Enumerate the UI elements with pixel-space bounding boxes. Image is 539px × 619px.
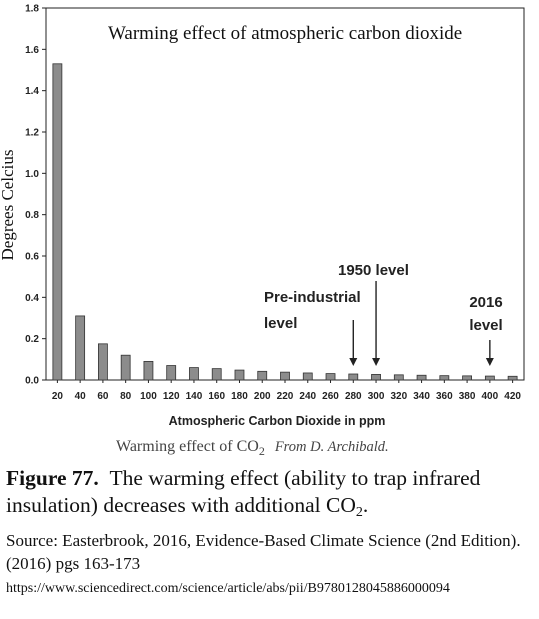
- x-tick-label: 300: [368, 391, 385, 402]
- x-tick-label: 380: [459, 391, 476, 402]
- bar: [325, 373, 336, 381]
- figure-text-end: .: [362, 493, 369, 517]
- x-tick-label: 160: [208, 391, 225, 402]
- annotation-2016-line2: level: [469, 317, 502, 334]
- y-tick-label: 0.8: [25, 210, 39, 221]
- subcaption-source: From D. Archibald.: [274, 439, 389, 455]
- bar: [416, 374, 427, 381]
- x-tick-label: 140: [186, 391, 203, 402]
- figure-text: The warming effect (ability to trap infr…: [6, 466, 481, 517]
- bar: [75, 315, 86, 381]
- annotation-1950: 1950 level: [338, 262, 409, 279]
- y-tick-labels: 0.0 0.2 0.4 0.6 0.8 1.0 1.2 1.4 1.6 1.8: [25, 4, 39, 387]
- bar: [143, 360, 154, 381]
- x-tick-label: 320: [390, 391, 407, 402]
- x-tick-label: 60: [97, 391, 109, 402]
- chart-title: Warming effect of atmospheric carbon dio…: [108, 23, 462, 44]
- y-tick-label: 1.8: [25, 4, 39, 15]
- y-tick-label: 0.6: [25, 252, 39, 263]
- bar: [507, 375, 518, 381]
- bar: [439, 375, 450, 381]
- bar: [393, 374, 404, 381]
- x-tick-label: 80: [120, 391, 132, 402]
- bar: [462, 375, 472, 381]
- x-tick-label: 240: [299, 391, 316, 402]
- x-tick-labels: 20 40 60 80 100 120 140 160 180 200 220 240 260 280 30…: [52, 391, 522, 402]
- x-tick-label: 40: [75, 391, 87, 402]
- source-citation: Source: Easterbrook, 2016, Evidence-Base…: [6, 531, 521, 573]
- bar: [211, 368, 222, 381]
- annotation-preindustrial-line2: level: [264, 315, 297, 332]
- subcaption-subscript: 2: [259, 444, 265, 458]
- figure-caption-text: Figure 77. The warming effect (ability t…: [6, 465, 536, 526]
- x-tick-label: 400: [482, 391, 499, 402]
- figure-caption: Figure 77. The warming effect (ability t…: [6, 465, 536, 599]
- x-tick-label: 200: [254, 391, 271, 402]
- bar: [371, 374, 381, 381]
- figure-subscript: 2: [355, 505, 363, 520]
- bar: [52, 63, 63, 381]
- y-axis-label: Degrees Celcius: [0, 150, 17, 261]
- source-url: https://www.sciencedirect.com/science/ar…: [6, 581, 450, 596]
- y-tick-label: 0.0: [25, 376, 39, 387]
- bar: [484, 375, 495, 381]
- x-tick-label: 180: [231, 391, 248, 402]
- x-tick-label: 220: [277, 391, 294, 402]
- figure-label: Figure 77.: [6, 466, 99, 490]
- annotation-1950-arrow-head: [372, 358, 381, 366]
- y-tick-label: 0.4: [25, 293, 39, 304]
- bar: [302, 372, 313, 381]
- x-tick-label: 100: [140, 391, 157, 402]
- x-tick-label: 20: [52, 391, 64, 402]
- annotation-preindustrial-line1: Pre-industrial: [264, 289, 361, 306]
- bar: [257, 370, 268, 381]
- x-tick-label: 120: [163, 391, 180, 402]
- x-tick-label: 280: [345, 391, 362, 402]
- subcaption-text: Warming effect of CO: [116, 438, 259, 455]
- annotation-preindustrial-arrow-head: [349, 358, 358, 366]
- chart-annotations: Pre-industrial level 1950 level 2016 level: [264, 262, 503, 366]
- bar: [348, 373, 359, 381]
- y-tick-label: 1.4: [25, 86, 39, 97]
- x-axis-label: Atmospheric Carbon Dioxide in ppm: [169, 414, 386, 428]
- bar: [166, 365, 177, 381]
- y-tick-label: 1.0: [25, 169, 39, 180]
- annotation-2016-line1: 2016: [469, 294, 502, 311]
- x-tick-label: 340: [413, 391, 430, 402]
- bar: [234, 369, 245, 381]
- chart-bars: [52, 63, 518, 381]
- bar: [280, 371, 290, 381]
- y-tick-label: 1.6: [25, 45, 39, 56]
- chart: 20 40 60 80 100 120 140 160 180 200 220 240 260 280 30…: [0, 4, 525, 458]
- bar: [189, 367, 199, 381]
- x-tick-label: 360: [436, 391, 453, 402]
- bar: [120, 354, 131, 381]
- x-tick-label: 260: [322, 391, 339, 402]
- annotation-2016-arrow-head: [485, 358, 494, 366]
- bar: [98, 343, 108, 381]
- x-tick-label: 420: [504, 391, 521, 402]
- chart-subcaption: Warming effect of CO2 From D. Archibald.: [116, 438, 389, 458]
- y-tick-label: 1.2: [25, 128, 39, 139]
- y-tick-label: 0.2: [25, 334, 39, 345]
